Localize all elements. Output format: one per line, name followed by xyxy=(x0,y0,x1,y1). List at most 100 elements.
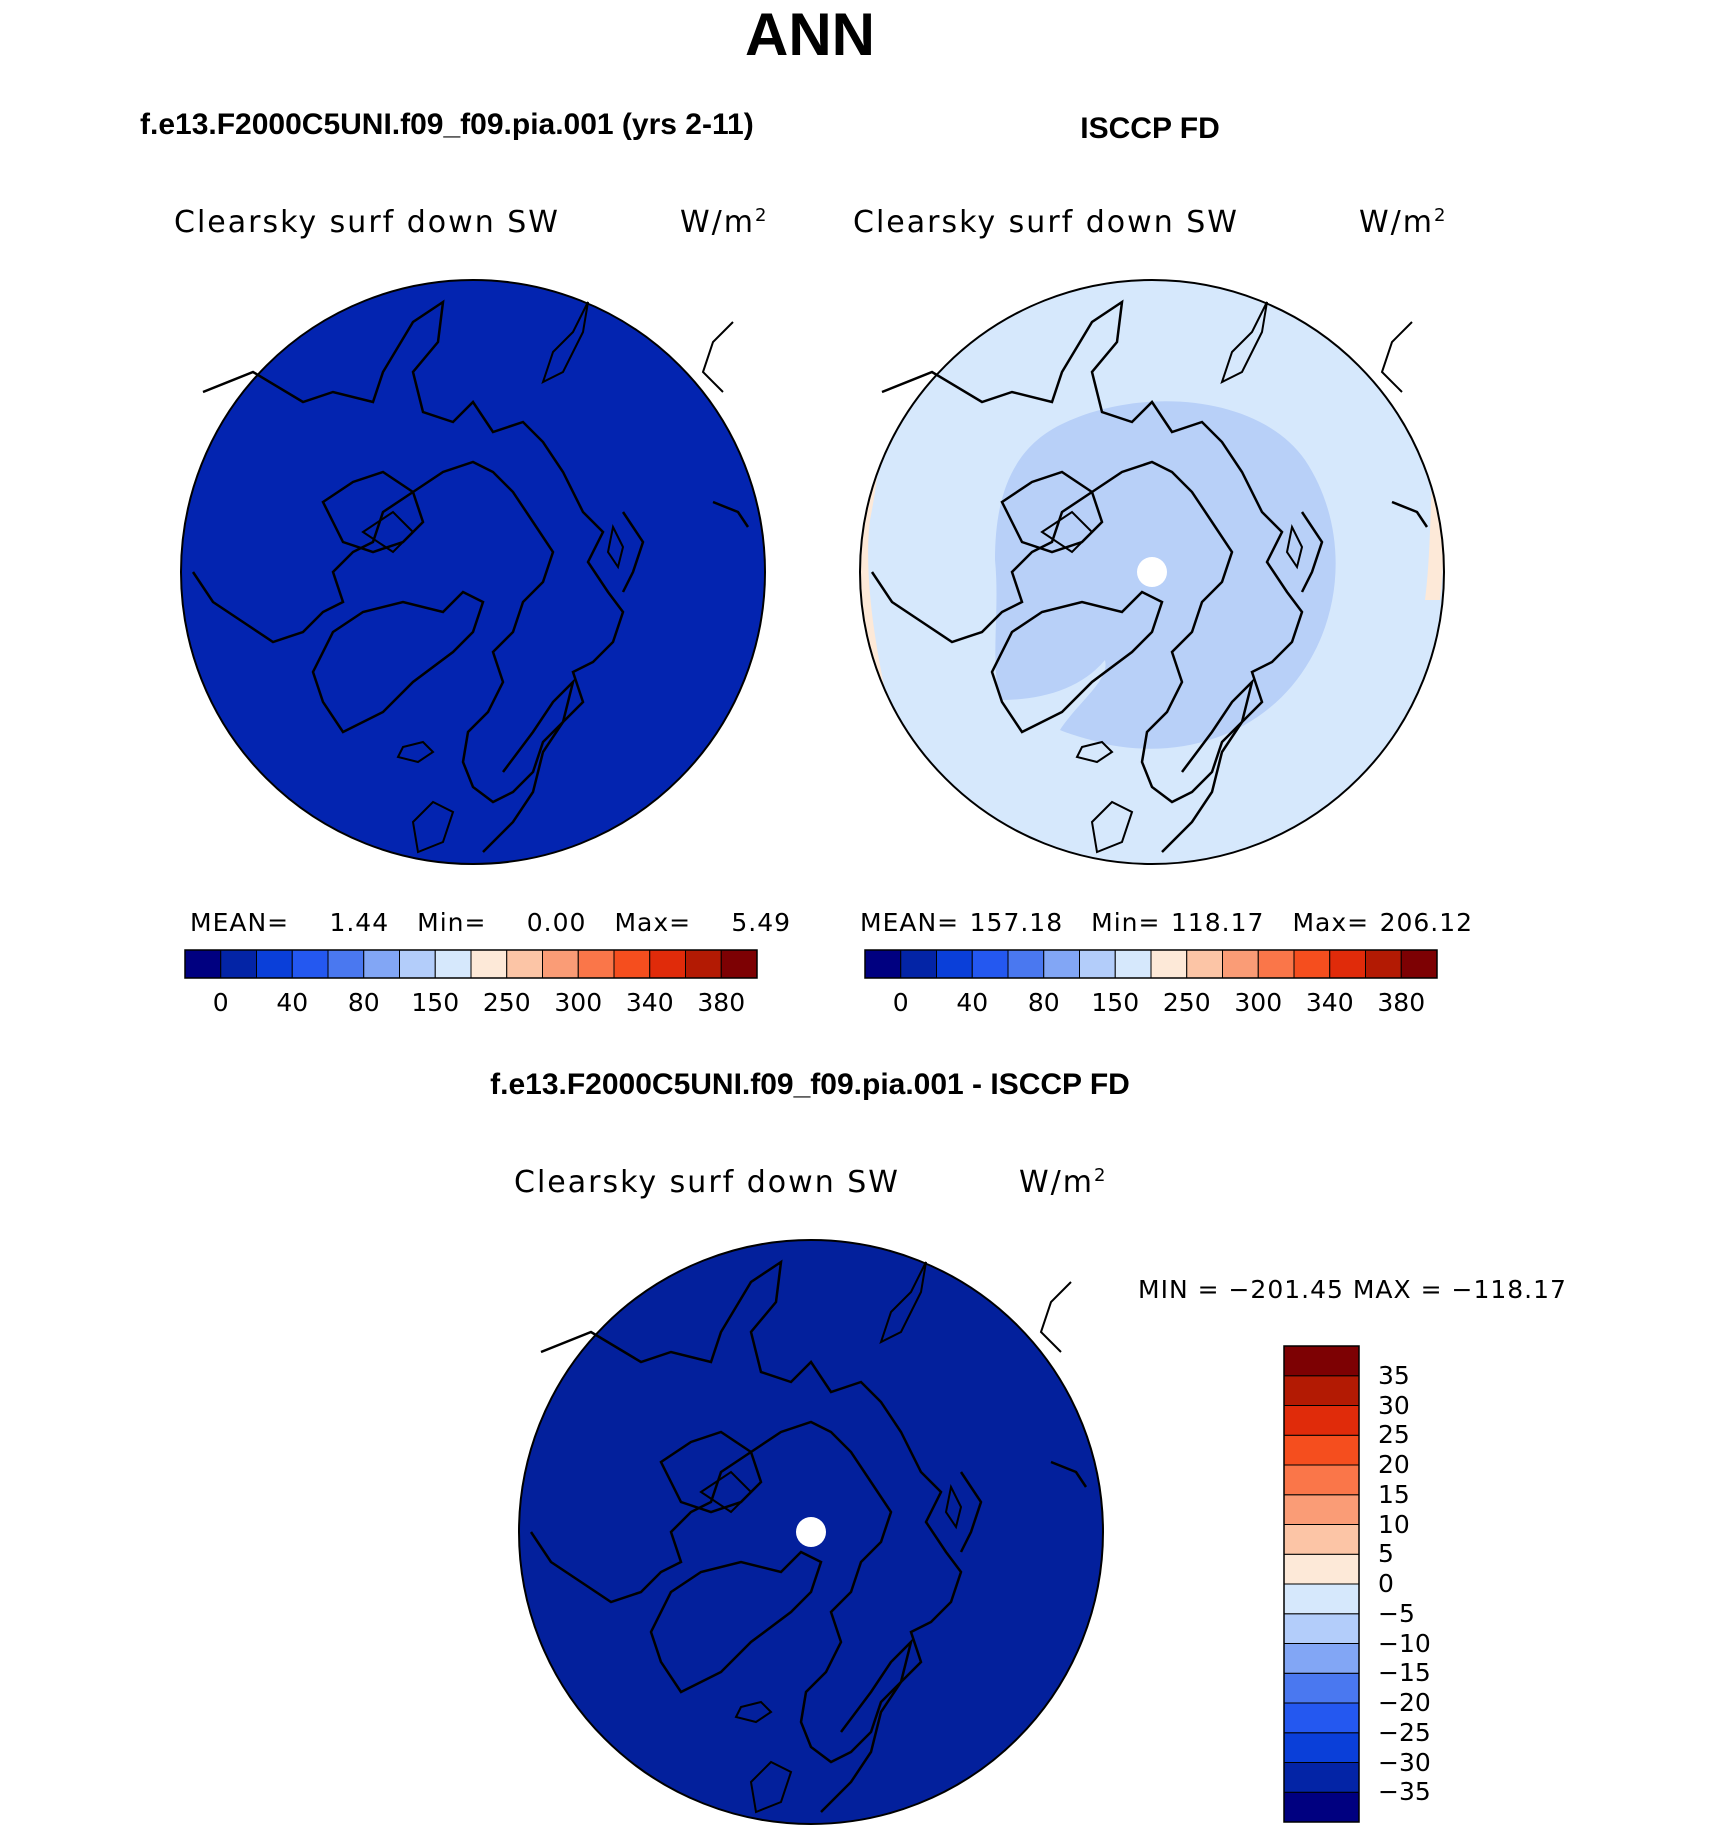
model-colorbar-box xyxy=(327,949,365,979)
panel-diff-heading: f.e13.F2000C5UNI.f09_f09.pia.001 - ISCCP… xyxy=(490,1068,1130,1101)
colorbar-tick-label: 15 xyxy=(1378,1479,1410,1509)
colorbar-tick-label: 80 xyxy=(1027,988,1060,1017)
model-mean-label: MEAN= xyxy=(190,908,290,937)
obs-map xyxy=(859,279,1445,865)
obs-colorbar-box xyxy=(1007,949,1045,979)
obs-colorbar-box xyxy=(1186,949,1223,979)
colorbar-tick-label: 0 xyxy=(212,988,229,1017)
model-map-border xyxy=(180,279,766,865)
colorbar-tick-label: 300 xyxy=(1234,988,1283,1017)
obs-max-value: 206.12 xyxy=(1379,908,1474,937)
obs-colorbar-box xyxy=(1043,949,1080,979)
diff-colorbar-box xyxy=(1283,1791,1360,1823)
model-colorbar-box xyxy=(399,949,436,979)
colorbar-tick-label: 40 xyxy=(956,988,989,1017)
model-colorbar-box xyxy=(542,949,579,979)
colorbar-tick-label: 250 xyxy=(482,988,531,1017)
colorbar-tick-label: 30 xyxy=(1378,1390,1410,1420)
colorbar-tick-label: −30 xyxy=(1378,1747,1431,1777)
diff-units-exp: 2 xyxy=(1094,1165,1108,1186)
obs-map-border xyxy=(859,279,1445,865)
model-colorbar-box xyxy=(720,949,758,979)
colorbar-tick-label: 300 xyxy=(554,988,603,1017)
obs-colorbar-box xyxy=(1150,949,1188,979)
model-max-value: 5.49 xyxy=(731,908,792,937)
diff-colorbar-box xyxy=(1283,1375,1360,1406)
obs-pole-missing xyxy=(1137,557,1167,587)
obs-min-label: Min= xyxy=(1091,908,1161,937)
model-units-base: W/m xyxy=(680,205,755,240)
obs-colorbar-box xyxy=(1222,949,1259,979)
model-colorbar-box xyxy=(363,949,400,979)
model-colorbar-box xyxy=(685,949,722,979)
obs-colorbar-box xyxy=(936,949,973,979)
diff-colorbar-box xyxy=(1283,1553,1360,1585)
diff-map-fill xyxy=(519,1240,1103,1824)
obs-colorbar-box xyxy=(971,949,1009,979)
obs-max-label: Max= xyxy=(1292,908,1370,937)
model-stats: MEAN= 1.44 Min= 0.00 Max= 5.49 xyxy=(190,908,791,937)
model-variable-label: Clearsky surf down SW xyxy=(174,205,560,240)
colorbar-tick-label: −35 xyxy=(1378,1777,1431,1807)
diff-colorbar-box xyxy=(1283,1583,1360,1615)
obs-colorbar-box xyxy=(1400,949,1438,979)
obs-stats: MEAN= 157.18 Min= 118.17 Max= 206.12 xyxy=(860,908,1473,937)
diff-colorbar-box xyxy=(1283,1702,1360,1734)
model-mean-value: 1.44 xyxy=(329,908,390,937)
diff-colorbar-box xyxy=(1283,1434,1360,1466)
colorbar-tick-label: −15 xyxy=(1378,1658,1431,1688)
diff-colorbar-box xyxy=(1283,1672,1360,1704)
model-colorbar-box xyxy=(470,949,508,979)
obs-colorbar-box xyxy=(1257,949,1295,979)
diff-colorbar-box xyxy=(1283,1643,1360,1674)
colorbar-tick-label: 0 xyxy=(892,988,909,1017)
model-colorbar-box xyxy=(506,949,543,979)
obs-units-base: W/m xyxy=(1359,205,1434,240)
model-colorbar-frame xyxy=(184,949,758,979)
obs-units-label: W/m2 xyxy=(1359,205,1447,240)
colorbar-tick-label: 25 xyxy=(1378,1420,1410,1450)
panel-obs-heading: ISCCP FD xyxy=(1080,112,1220,145)
model-colorbar-box xyxy=(184,949,222,979)
diff-map xyxy=(518,1239,1104,1825)
diff-colorbar-box xyxy=(1283,1345,1360,1377)
colorbar-tick-label: −20 xyxy=(1378,1688,1431,1717)
model-max-label: Max= xyxy=(614,908,692,937)
colorbar-tick-label: −10 xyxy=(1378,1628,1431,1658)
diff-colorbar-box xyxy=(1283,1464,1360,1496)
diff-map-border xyxy=(518,1239,1104,1825)
diff-colorbar-box xyxy=(1283,1494,1360,1525)
obs-colorbar-box xyxy=(1079,949,1116,979)
diff-colorbar-frame xyxy=(1283,1345,1360,1823)
diff-colorbar-box xyxy=(1283,1405,1360,1436)
figure-title: ANN xyxy=(745,1,875,68)
panel-model-heading: f.e13.F2000C5UNI.f09_f09.pia.001 (yrs 2-… xyxy=(140,108,754,141)
model-colorbar-box xyxy=(256,949,293,979)
obs-variable-label: Clearsky surf down SW xyxy=(853,205,1239,240)
colorbar-tick-label: 380 xyxy=(1377,988,1426,1017)
colorbar-tick-label: 250 xyxy=(1162,988,1211,1017)
diff-colorbar-box xyxy=(1283,1524,1360,1555)
colorbar-tick-label: −25 xyxy=(1378,1717,1431,1747)
model-colorbar-box xyxy=(649,949,686,979)
obs-colorbar-box xyxy=(900,949,937,979)
obs-colorbar-box xyxy=(1329,949,1366,979)
model-units-exp: 2 xyxy=(755,205,769,226)
colorbar-tick-label: −5 xyxy=(1378,1598,1415,1628)
colorbar-tick-label: 340 xyxy=(625,988,674,1017)
diff-range-text: MIN = −201.45 MAX = −118.17 xyxy=(1138,1275,1567,1304)
colorbar-tick-label: 340 xyxy=(1305,988,1354,1017)
obs-colorbar-frame xyxy=(864,949,1438,979)
obs-colorbar-box xyxy=(1365,949,1402,979)
model-colorbar-box xyxy=(577,949,615,979)
colorbar-tick-label: 40 xyxy=(276,988,309,1017)
model-colorbar-box xyxy=(613,949,651,979)
model-colorbar-box xyxy=(291,949,329,979)
model-min-label: Min= xyxy=(417,908,487,937)
model-units-label: W/m2 xyxy=(680,205,768,240)
obs-colorbar-box xyxy=(864,949,902,979)
diff-units-base: W/m xyxy=(1019,1165,1094,1200)
colorbar-tick-label: 380 xyxy=(697,988,746,1017)
diff-colorbar-box xyxy=(1283,1762,1360,1793)
colorbar-tick-label: 150 xyxy=(411,988,460,1017)
